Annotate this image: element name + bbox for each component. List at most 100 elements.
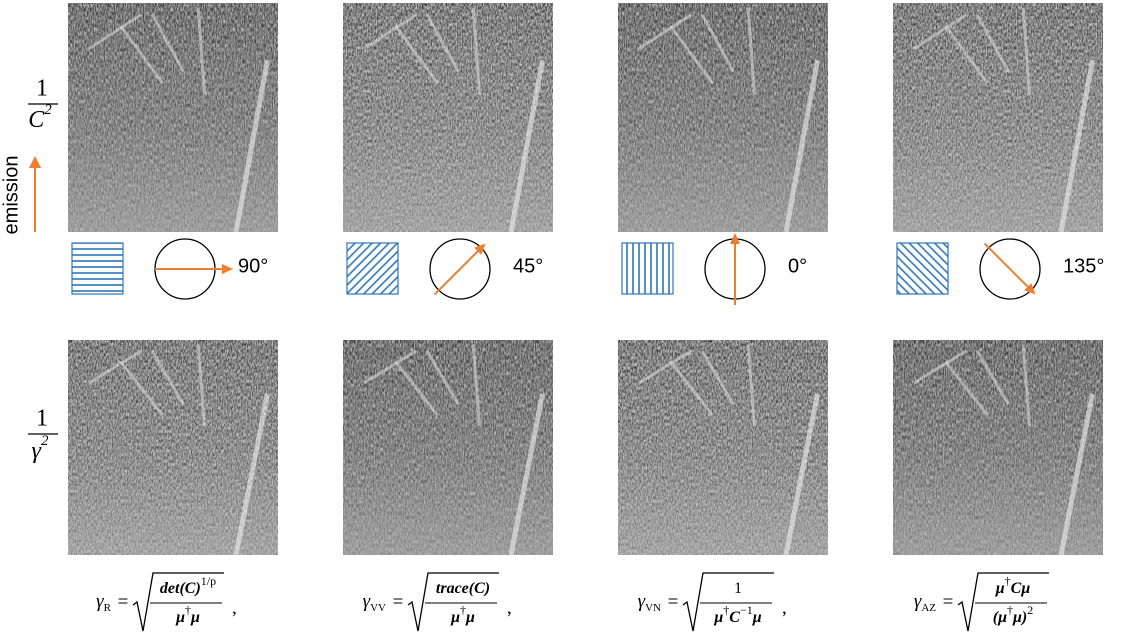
formula-denominator: μ†C−1μ	[713, 603, 761, 626]
formula-numerator: μ†Cμ	[995, 574, 1031, 597]
formula-relation: =	[118, 591, 129, 612]
vessel-streak	[233, 393, 270, 556]
formula-denominator: μ†μ	[175, 603, 200, 626]
vessel-streak	[913, 13, 968, 51]
formula-gamma: γ	[363, 591, 371, 612]
sqrt-sign	[132, 572, 224, 632]
vessel-streak	[196, 344, 206, 427]
formula-numerator: trace(C)	[436, 580, 490, 597]
formula-piece: μ	[450, 609, 460, 626]
vessel-streak	[471, 7, 481, 95]
formula-trailing: ,	[232, 597, 237, 618]
formula-denominator: μ†μ	[450, 603, 475, 626]
sqrt-sign	[682, 572, 774, 632]
polarization-hatch	[71, 242, 124, 295]
polarization-arrow-head	[474, 243, 486, 255]
formula-piece: μ)	[1012, 609, 1027, 626]
formula-symbol: γAZ	[914, 591, 936, 613]
vessel-streak	[975, 349, 1010, 406]
vessel-streak	[700, 13, 735, 73]
vessel-streak	[638, 349, 693, 385]
polarization-label: 90°	[238, 255, 268, 277]
image-texture	[343, 3, 553, 232]
polarization-circle	[979, 238, 1041, 300]
formula-subscript: AZ	[921, 602, 936, 614]
formula-symbol: γR	[96, 591, 112, 613]
image-texture	[343, 340, 553, 555]
vessel-streak	[425, 13, 460, 73]
vessel-streak	[746, 7, 756, 95]
formula-piece: μ	[713, 609, 723, 626]
row-label-denominator: γ2	[32, 433, 49, 463]
sqrt-sign	[407, 572, 499, 632]
vessel-streak	[944, 360, 989, 417]
formula-piece: C	[729, 609, 740, 626]
image-texture	[68, 3, 278, 232]
polarization-circle	[429, 238, 491, 300]
vessel-streak	[394, 360, 439, 417]
polarization-arrow-head	[730, 233, 740, 244]
vessel-streak	[425, 349, 460, 406]
formula-piece: †	[185, 603, 191, 617]
image-texture	[68, 340, 278, 555]
formula-piece: 1	[734, 580, 742, 597]
emission-arrow-head	[29, 156, 41, 168]
formula-piece: †	[723, 603, 729, 617]
vessel-streak	[363, 349, 418, 385]
formula-relation: =	[943, 591, 954, 612]
formula-piece: det(C)	[160, 580, 201, 597]
formula-piece: (μ	[993, 609, 1007, 626]
image-texture	[618, 3, 828, 232]
vessel-streak	[975, 13, 1010, 73]
vessel-streak	[508, 59, 545, 233]
polarization-label: 0°	[788, 255, 807, 277]
formula-piece: Cμ	[1011, 580, 1031, 597]
formula-piece: †	[460, 603, 466, 617]
vessel-streak	[150, 13, 185, 73]
image-texture	[618, 340, 828, 555]
formula-piece: trace(C)	[436, 580, 490, 597]
formula-piece: μ	[465, 609, 475, 626]
formula-denominator: (μ†μ)2	[993, 603, 1033, 626]
emission-label: emission	[0, 156, 22, 235]
formula-piece: 1/p	[201, 574, 216, 588]
row-label-numerator: 1	[36, 76, 48, 102]
polarization-label: 45°	[513, 255, 543, 277]
vessel-streak	[783, 393, 820, 556]
formula-piece: μ	[995, 580, 1005, 597]
vessel-streak	[363, 13, 418, 51]
vessel-streak	[119, 25, 164, 85]
row-label-denominator: C2	[28, 102, 52, 132]
formula-relation: =	[668, 591, 679, 612]
formula-piece: 2	[1027, 603, 1033, 617]
formula-piece: −1	[740, 603, 753, 617]
image-texture	[893, 340, 1103, 555]
vessel-streak	[1058, 393, 1095, 556]
formula-subscript: R	[104, 602, 112, 614]
vessel-streak	[1021, 344, 1031, 427]
vessel-streak	[471, 344, 481, 427]
sqrt-sign	[957, 572, 1049, 632]
vessel-streak	[638, 13, 693, 51]
formula-numerator: det(C)1/p	[160, 574, 216, 597]
polarization-label: 135°	[1063, 255, 1104, 277]
vessel-streak	[913, 349, 968, 385]
vessel-streak	[88, 349, 143, 385]
vessel-streak	[196, 7, 206, 95]
formula-gamma: γ	[638, 591, 646, 612]
polarization-arrow	[433, 248, 481, 296]
formula-subscript: VV	[370, 602, 386, 614]
formula-piece: †	[1005, 574, 1011, 588]
vessel-streak	[944, 25, 989, 85]
polarization-arrow	[983, 242, 1031, 290]
formula-piece: μ	[190, 609, 200, 626]
image-texture	[893, 3, 1103, 232]
polarization-hatch	[896, 242, 949, 295]
vessel-streak	[394, 25, 439, 85]
formula-numerator: 1	[734, 580, 742, 597]
formula-piece: μ	[175, 609, 185, 626]
vessel-streak	[508, 393, 545, 556]
vessel-streak	[1058, 59, 1095, 233]
formula-symbol: γVV	[363, 591, 386, 613]
